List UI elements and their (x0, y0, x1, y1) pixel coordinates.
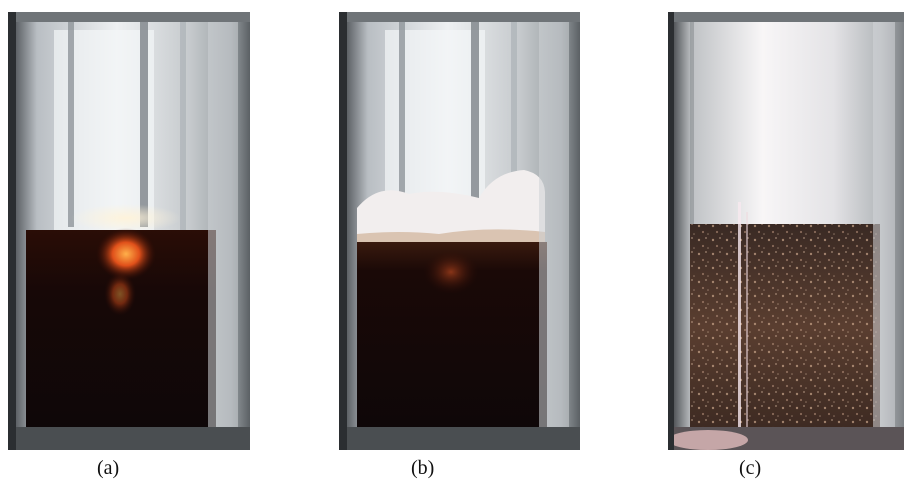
photo-a-image (8, 12, 250, 450)
photo-panel-a (8, 12, 250, 450)
caption-b: (b) (411, 457, 435, 479)
photo-c-image (668, 12, 904, 450)
photo-panel-b (339, 12, 580, 450)
caption-c: (c) (739, 457, 762, 479)
caption-a: (a) (97, 457, 120, 479)
photo-panel-c (668, 12, 904, 450)
photo-b-image (339, 12, 580, 450)
